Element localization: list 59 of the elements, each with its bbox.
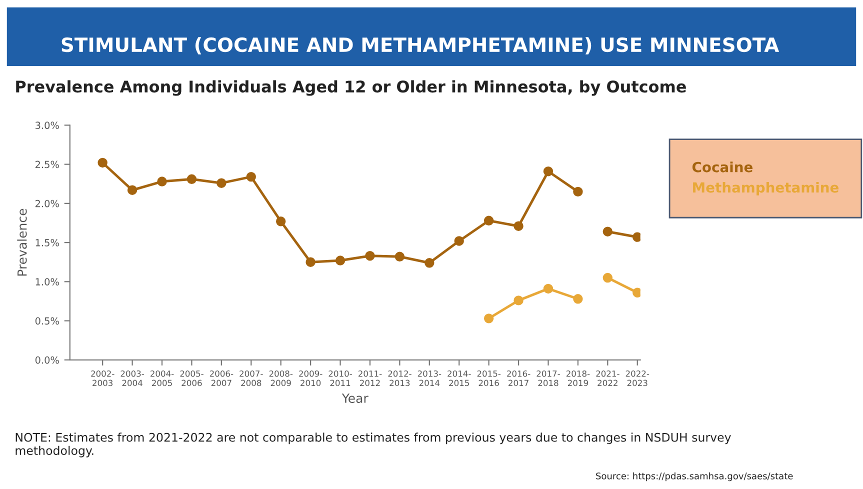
point bbox=[484, 314, 494, 324]
y-tick-label: 3.0% bbox=[36, 122, 59, 130]
x-tick-label: 2012- 2013 bbox=[388, 370, 412, 386]
x-tick-label: 2008- 2009 bbox=[269, 370, 293, 386]
point bbox=[632, 232, 640, 242]
chart-subtitle: Prevalence Among Individuals Aged 12 or Older in Minnesota, by Outcome bbox=[16, 80, 686, 96]
point bbox=[454, 236, 464, 246]
x-axis-title: Year bbox=[342, 394, 368, 403]
point bbox=[543, 166, 554, 176]
point bbox=[306, 257, 316, 267]
y-tick-label: 0.5% bbox=[35, 317, 59, 325]
point bbox=[573, 186, 583, 197]
point bbox=[514, 296, 524, 306]
point bbox=[632, 288, 640, 298]
x-tick-label: 2013- 2014 bbox=[418, 370, 442, 386]
x-tick-label: 2014- 2015 bbox=[448, 370, 471, 386]
point bbox=[365, 250, 375, 261]
y-axis-title: Prevalence bbox=[17, 208, 27, 276]
text: Cocaine bbox=[692, 162, 753, 172]
x-tick-label: 2018- 2019 bbox=[566, 370, 590, 386]
point bbox=[246, 172, 256, 182]
point bbox=[127, 185, 138, 195]
point bbox=[98, 158, 108, 168]
text: Methamphetamine bbox=[693, 182, 839, 196]
point bbox=[276, 216, 286, 226]
x-tick-label: 2005- 2006 bbox=[180, 370, 204, 386]
y-tick-label: 1.0% bbox=[36, 278, 59, 286]
x-tick-label: 2017- 2018 bbox=[536, 370, 560, 386]
text: NOTE: Estimates from 2021-2022 are not comparable to estimates from previous years due to changes in NSDUH survey methodology. bbox=[16, 432, 731, 458]
point bbox=[602, 226, 613, 236]
x-tick-label: 2004- 2005 bbox=[150, 370, 174, 386]
x-tick-label: 2021- 2022 bbox=[596, 370, 620, 386]
y-tick-label: 0.0% bbox=[35, 356, 59, 364]
x-tick-label: 2007- 2008 bbox=[240, 370, 263, 386]
x-tick-label: 2011- 2012 bbox=[358, 370, 382, 386]
x-tick-label: 2002- 2003 bbox=[91, 370, 114, 386]
x-tick-label: 2022- 2023 bbox=[626, 370, 650, 386]
x-tick-label: 2010- 2011 bbox=[328, 370, 352, 386]
point bbox=[216, 178, 226, 188]
point bbox=[424, 258, 434, 268]
point bbox=[573, 294, 583, 304]
y-tick-label: 2.5% bbox=[36, 160, 59, 168]
point bbox=[484, 216, 494, 226]
point bbox=[394, 252, 405, 262]
point bbox=[335, 256, 346, 266]
x-tick-label: 2003- 2004 bbox=[120, 370, 144, 386]
x-tick-label: 2009- 2010 bbox=[299, 370, 322, 386]
point bbox=[157, 176, 167, 186]
y-tick-label: 2.0% bbox=[36, 200, 59, 208]
x-tick-label: 2006- 2007 bbox=[210, 370, 234, 386]
y-tick-label: 1.5% bbox=[36, 239, 59, 246]
point bbox=[543, 284, 554, 294]
chart-title: STIMULANT (COCAINE AND METHAMPHETAMINE) USE MINNESOTA bbox=[62, 37, 780, 54]
point bbox=[186, 174, 197, 184]
point bbox=[602, 272, 613, 283]
source-note: Source: https://pdas.samhsa.gov/saes/state bbox=[596, 472, 793, 482]
x-tick-label: 2016- 2017 bbox=[507, 370, 530, 386]
x-tick-label: 2015- 2016 bbox=[477, 370, 501, 386]
point bbox=[514, 221, 524, 231]
